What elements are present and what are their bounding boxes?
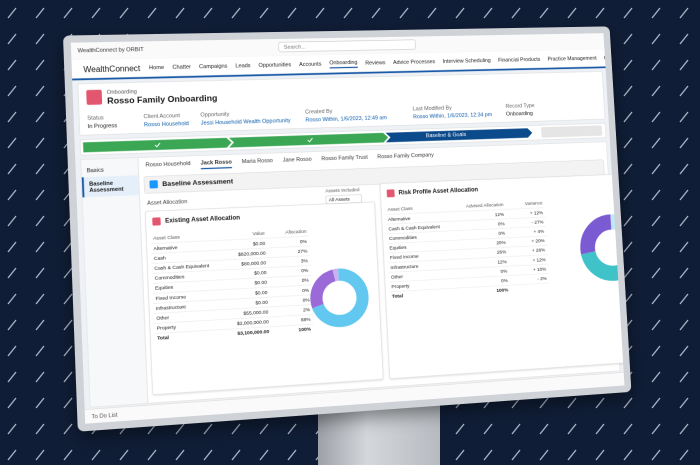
field-label: Created By bbox=[304, 107, 333, 115]
donut-chart bbox=[304, 263, 374, 334]
app-name: WealthConnect bbox=[83, 63, 141, 74]
field-value: In Progress bbox=[87, 122, 118, 130]
record-body: Basics Baseline Assessment Rosso Household… bbox=[80, 141, 625, 408]
card-title: Risk Profile Asset Allocation bbox=[398, 186, 479, 197]
path-steps bbox=[83, 125, 603, 153]
section-title: Baseline Assessment bbox=[162, 177, 234, 189]
nav-tab[interactable]: Chatter bbox=[172, 63, 192, 71]
member-tab[interactable]: Rosso Household bbox=[145, 159, 191, 168]
donut-chart bbox=[574, 208, 625, 287]
record-field: Record Type Onboarding bbox=[505, 102, 535, 116]
field-value: Onboarding bbox=[505, 109, 534, 117]
record-field: Created By Rosso Within, 1/6/2023, 12:49 … bbox=[304, 106, 388, 123]
member-tab[interactable]: Maria Rosso bbox=[241, 156, 274, 165]
nav-tab[interactable]: Practice Management bbox=[547, 55, 597, 62]
member-tab[interactable]: Rosso Family Trust bbox=[321, 153, 368, 162]
filter-label: Assets Included bbox=[325, 187, 360, 194]
allocation-table: Asset Class Value Allocation Alternative $0.… bbox=[150, 226, 314, 343]
field-value[interactable]: Rosso Within, 1/6/2023, 12:34 pm bbox=[412, 111, 493, 120]
field-value[interactable]: Jessi Household Wealth Opportunity bbox=[200, 117, 291, 126]
path-bar: Baseline & Goals bbox=[79, 122, 607, 156]
allocation-table: Asset Class Advised Allocation Variance Alt… bbox=[385, 198, 550, 302]
utility-item[interactable]: To Do List bbox=[91, 411, 118, 420]
nav-tab[interactable]: Leads bbox=[235, 62, 251, 69]
nav-tab[interactable]: Onboarding bbox=[329, 58, 358, 69]
field-label: Status bbox=[87, 114, 104, 122]
record-field: Status In Progress bbox=[87, 114, 117, 129]
card-icon bbox=[386, 189, 395, 198]
nav-tab[interactable]: Interview Scheduling bbox=[442, 57, 491, 65]
record-field: Last Modified By Rosso Within, 1/6/2023, … bbox=[413, 104, 493, 120]
table-cell: $3,100,000.00 bbox=[237, 328, 270, 337]
card-icon bbox=[152, 217, 161, 226]
nav-tab[interactable]: Home bbox=[148, 64, 165, 71]
member-tab[interactable]: Rosso Family Company bbox=[377, 151, 434, 160]
record-field: Client Account Rosso Household bbox=[143, 112, 188, 127]
nav-tab[interactable]: Advice Processes bbox=[392, 58, 436, 66]
risk-allocation-card: Risk Profile Asset Allocation Asset Class… bbox=[379, 173, 625, 380]
nav-tab[interactable]: Financial Products bbox=[497, 56, 541, 64]
nav-tab[interactable]: Opportunities bbox=[258, 61, 292, 69]
app-label: WealthConnect by ORBIT bbox=[77, 46, 144, 54]
field-value[interactable]: Rosso Within, 1/6/2023, 12:49 am bbox=[305, 114, 388, 123]
card-title: Existing Asset Allocation bbox=[164, 214, 241, 225]
search-box[interactable]: Search... bbox=[278, 39, 417, 53]
sidebar-item[interactable]: Baseline Assessment bbox=[81, 175, 140, 198]
nav-tab[interactable]: Reviews bbox=[365, 59, 386, 66]
nav-tab[interactable]: Campaigns bbox=[198, 62, 228, 70]
member-tab[interactable]: Jack Rosso bbox=[200, 158, 233, 170]
section-icon bbox=[149, 180, 159, 189]
subsection-label: Asset Allocation bbox=[147, 198, 188, 207]
record-title: Rosso Family Onboarding bbox=[107, 92, 218, 106]
existing-allocation-card: Existing Asset Allocation Assets Included… bbox=[144, 187, 384, 396]
member-tab[interactable]: Jane Rosso bbox=[282, 155, 312, 163]
field-value[interactable]: Rosso Household bbox=[143, 119, 189, 128]
screen: WealthConnect by ORBIT Search... WealthCon… bbox=[70, 33, 625, 424]
field-label: Last Modified By bbox=[412, 104, 452, 112]
app-ui: WealthConnect by ORBIT Search... WealthCon… bbox=[70, 33, 625, 424]
table-cell: 100% bbox=[496, 287, 509, 294]
field-label: Client Account bbox=[143, 112, 181, 120]
field-label: Record Type bbox=[505, 102, 535, 110]
filter-select[interactable]: All Assets bbox=[325, 194, 363, 205]
table-cell bbox=[510, 283, 550, 294]
sidebar: Basics Baseline Assessment bbox=[81, 157, 149, 407]
record-icon bbox=[86, 89, 103, 105]
nav-tab[interactable]: Accounts bbox=[298, 60, 322, 68]
monitor: WealthConnect by ORBIT Search... WealthCon… bbox=[62, 26, 632, 432]
record-field: Opportunity Jessi Household Wealth Opport… bbox=[200, 109, 290, 126]
